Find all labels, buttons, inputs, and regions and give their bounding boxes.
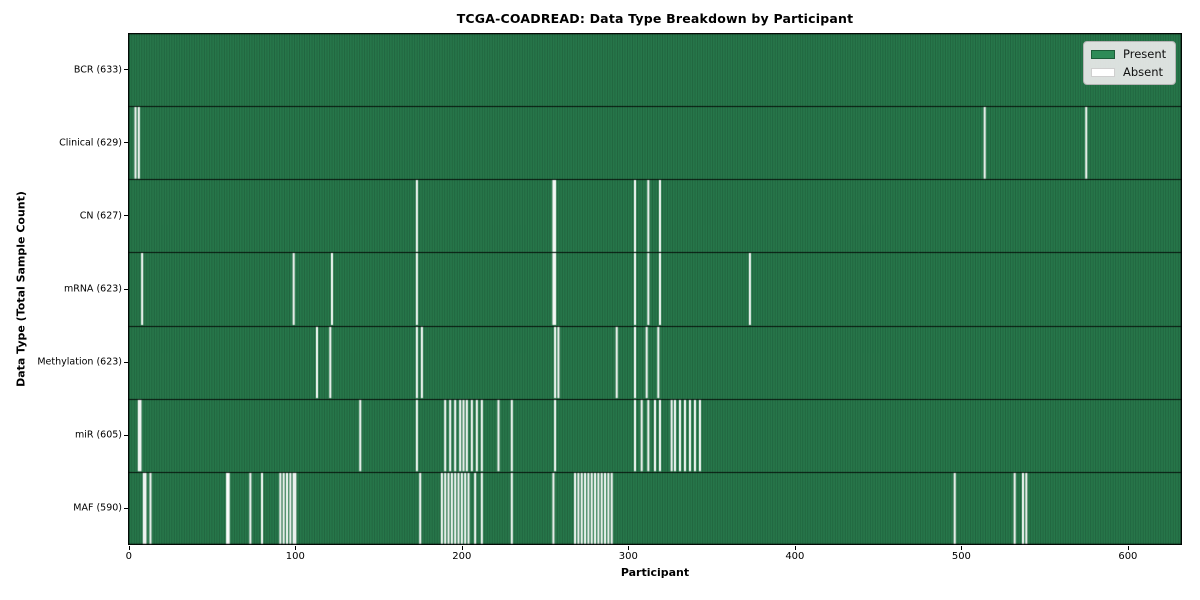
x-tick-mark — [794, 546, 796, 550]
y-tick-label: MAF (590) — [73, 502, 122, 514]
x-tick-mark — [295, 546, 297, 550]
x-tick-label: 300 — [618, 551, 638, 562]
y-tick-label: CN (627) — [79, 210, 122, 222]
y-tick-mark — [124, 288, 128, 290]
y-tick-mark — [124, 434, 128, 436]
chart-title: TCGA-COADREAD: Data Type Breakdown by Pa… — [456, 11, 854, 26]
x-tick-label: 0 — [125, 551, 133, 562]
y-tick-label: Clinical (629) — [59, 137, 122, 149]
legend-absent-label: Absent — [1123, 65, 1164, 79]
x-tick-label: 500 — [951, 551, 971, 562]
legend-entry-absent: Absent — [1091, 66, 1167, 79]
x-tick-mark — [961, 546, 963, 550]
x-tick-mark — [128, 546, 130, 550]
x-tick-label: 400 — [785, 551, 805, 562]
legend-entry-present: Present — [1091, 48, 1167, 61]
y-tick-mark — [124, 142, 128, 144]
x-tick-mark — [461, 546, 463, 550]
x-tick-label: 600 — [1118, 551, 1138, 562]
heatmap-plot — [128, 33, 1182, 545]
legend-present-label: Present — [1123, 47, 1167, 61]
x-tick-mark — [628, 546, 630, 550]
x-tick-mark — [1127, 546, 1129, 550]
y-axis-title: Data Type (Total Sample Count) — [14, 191, 28, 387]
y-tick-label: Methylation (623) — [37, 356, 122, 368]
y-tick-mark — [124, 507, 128, 509]
y-tick-mark — [124, 361, 128, 363]
x-tick-label: 200 — [452, 551, 472, 562]
legend: Present Absent — [1083, 41, 1176, 85]
y-tick-mark — [124, 215, 128, 217]
y-tick-label: miR (605) — [74, 429, 122, 441]
x-axis-title: Participant — [620, 566, 690, 579]
y-tick-label: mRNA (623) — [63, 283, 122, 295]
present-swatch-icon — [1091, 50, 1115, 59]
y-tick-label: BCR (633) — [73, 64, 122, 76]
x-tick-label: 100 — [285, 551, 305, 562]
y-tick-mark — [124, 69, 128, 71]
absent-swatch-icon — [1091, 68, 1115, 77]
